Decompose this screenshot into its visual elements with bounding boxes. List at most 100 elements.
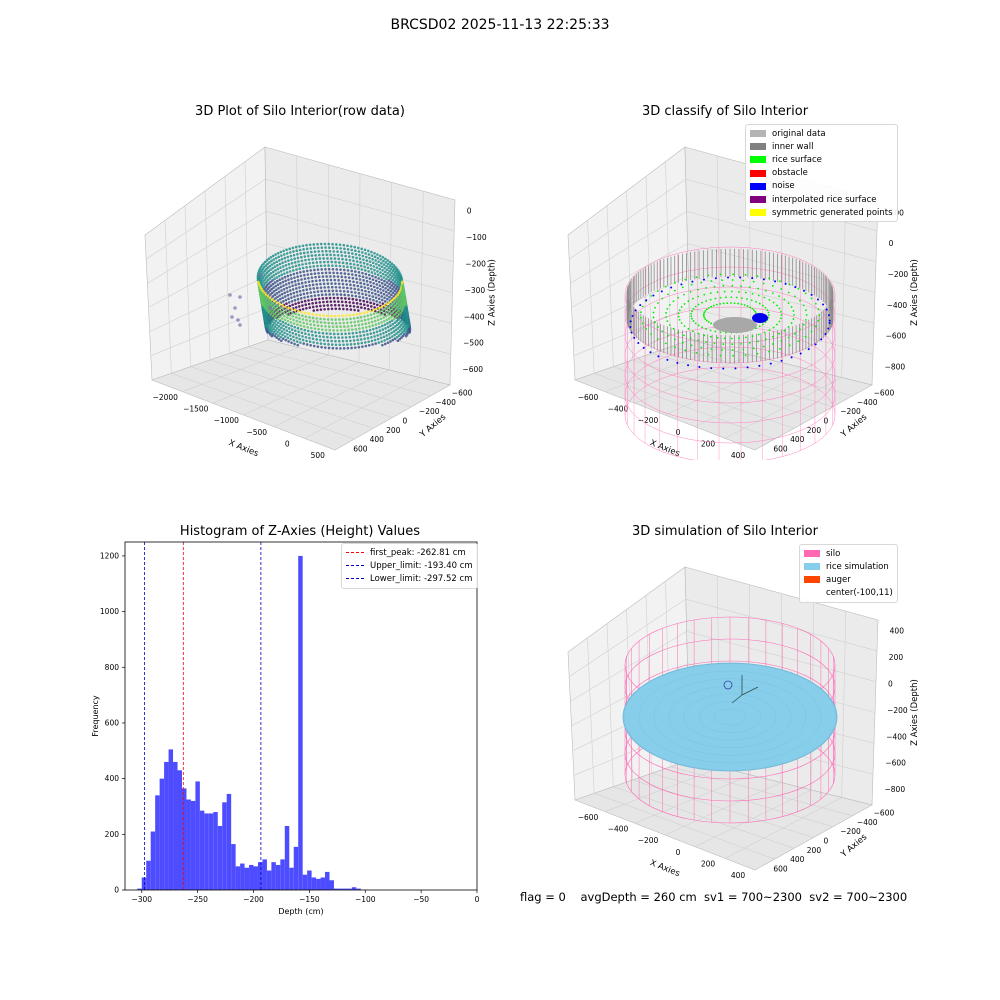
data-point xyxy=(302,342,306,345)
rice-surface-point xyxy=(752,347,755,350)
data-point xyxy=(279,285,283,289)
data-point xyxy=(364,272,368,276)
data-point xyxy=(311,305,315,309)
data-point xyxy=(336,332,340,336)
z-tick-label: −400 xyxy=(886,732,907,741)
noise-point xyxy=(780,359,783,362)
data-point xyxy=(301,307,305,311)
data-point xyxy=(398,329,402,332)
data-point xyxy=(332,250,336,253)
data-point xyxy=(306,251,310,254)
histogram-bar xyxy=(226,793,232,890)
histogram-bar xyxy=(338,888,343,890)
data-point xyxy=(358,257,362,261)
data-point xyxy=(363,286,367,289)
data-point xyxy=(361,326,365,330)
legend-line xyxy=(346,565,364,567)
rice-surface-point xyxy=(705,341,707,344)
rice-surface-point xyxy=(677,331,680,334)
data-point xyxy=(291,265,294,269)
data-point xyxy=(303,299,307,303)
data-point xyxy=(350,290,353,294)
data-point xyxy=(374,259,377,262)
data-point xyxy=(376,256,380,260)
y-tick-label: −200 xyxy=(840,827,861,836)
data-point xyxy=(362,311,366,315)
data-point xyxy=(357,288,360,291)
data-point xyxy=(350,248,354,252)
data-point xyxy=(377,280,381,284)
rice-surface-point xyxy=(719,331,722,334)
data-point xyxy=(348,304,352,308)
z-tick-label: −100 xyxy=(466,233,487,242)
legend-item: symmetric generated points xyxy=(750,206,893,219)
data-point xyxy=(342,347,346,350)
data-point xyxy=(347,328,350,332)
data-point xyxy=(302,325,306,328)
rice-surface-point xyxy=(697,295,700,298)
data-point xyxy=(304,258,307,262)
rice-surface-point xyxy=(752,280,755,283)
x-tick-label: −250 xyxy=(187,895,208,904)
data-point xyxy=(298,286,301,289)
data-point xyxy=(338,243,342,247)
grid-line xyxy=(665,161,672,347)
data-point xyxy=(289,334,292,337)
data-point xyxy=(369,280,372,284)
data-point xyxy=(331,321,334,325)
data-point xyxy=(310,272,313,276)
data-point xyxy=(293,308,297,312)
data-point xyxy=(375,303,379,307)
histogram-bar xyxy=(204,813,209,890)
rice-surface-point xyxy=(703,311,706,314)
data-point xyxy=(396,285,399,289)
data-point xyxy=(276,330,280,334)
data-point xyxy=(355,256,358,260)
rice-surface-point xyxy=(748,341,751,344)
data-point xyxy=(345,283,348,286)
data-point xyxy=(366,283,369,287)
data-point xyxy=(370,339,374,343)
data-point xyxy=(270,275,274,279)
legend-label: inner wall xyxy=(772,141,814,152)
data-point xyxy=(353,245,357,249)
data-point xyxy=(313,246,316,250)
data-point xyxy=(358,327,361,330)
data-point xyxy=(380,278,383,282)
data-point xyxy=(387,313,390,317)
rice-surface-point xyxy=(707,321,710,323)
legend-item: noise xyxy=(750,180,893,193)
data-point xyxy=(389,312,393,315)
rice-surface-point xyxy=(780,314,783,316)
data-point xyxy=(377,341,381,344)
data-point xyxy=(391,269,395,273)
data-point xyxy=(365,279,369,283)
data-point xyxy=(362,282,366,286)
data-point xyxy=(390,262,394,265)
data-point xyxy=(264,264,268,267)
legend-label: center(-100,11) xyxy=(826,588,893,599)
data-point xyxy=(389,277,392,280)
rice-surface-point xyxy=(691,310,693,313)
data-point xyxy=(386,341,390,345)
legend-swatch xyxy=(750,156,766,164)
data-point xyxy=(291,284,294,288)
data-point xyxy=(313,327,317,330)
rice-surface-point xyxy=(703,293,706,296)
data-point xyxy=(382,319,386,323)
rice-surface-point xyxy=(766,309,769,312)
data-point xyxy=(395,291,398,294)
data-point xyxy=(384,311,387,314)
data-point xyxy=(394,328,398,332)
data-point xyxy=(263,260,267,264)
data-point xyxy=(302,270,306,273)
data-point xyxy=(270,263,274,266)
y-tick-label: −600 xyxy=(452,389,473,398)
rice-surface-point xyxy=(780,288,783,290)
data-point xyxy=(346,244,349,248)
data-point xyxy=(265,296,269,300)
data-point xyxy=(377,277,380,280)
z-axis-label: Z Axies (Depth) xyxy=(910,679,920,746)
data-point xyxy=(393,305,396,309)
rice-surface-point xyxy=(713,342,716,345)
